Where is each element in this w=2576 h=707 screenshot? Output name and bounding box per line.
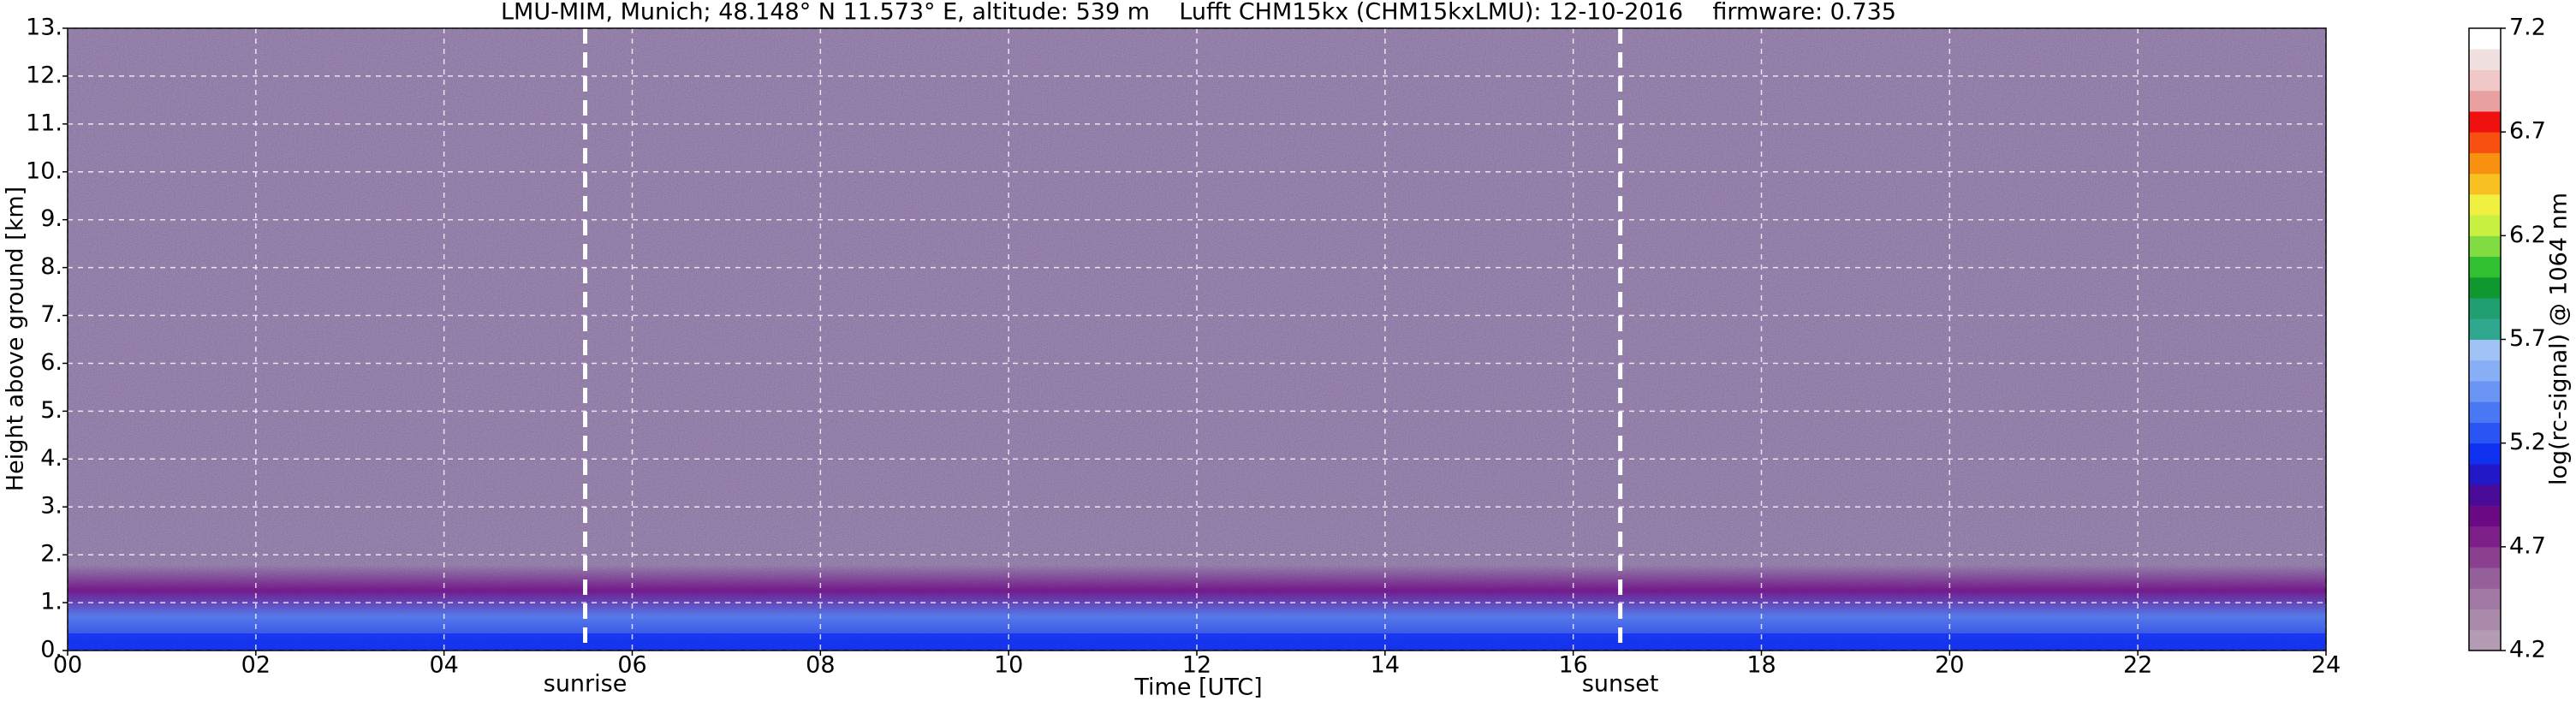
colorbar-segment bbox=[2469, 90, 2501, 112]
colorbar-tick-label: 7.2 bbox=[2509, 15, 2546, 41]
y-axis-label: Height above ground [km] bbox=[3, 187, 29, 491]
chart-title: LMU-MIM, Munich; 48.148° N 11.573° E, al… bbox=[501, 0, 1896, 26]
colorbar-segment bbox=[2469, 463, 2501, 485]
x-tick-label: 10 bbox=[994, 652, 1023, 679]
x-tick-label: 02 bbox=[241, 652, 271, 679]
colorbar-segment bbox=[2469, 132, 2501, 153]
x-tick-label: 22 bbox=[2123, 652, 2152, 679]
y-tick-label: 6. bbox=[40, 349, 62, 376]
annotation-label: sunrise bbox=[544, 671, 628, 698]
y-tick-label: 11. bbox=[26, 110, 62, 136]
colorbar-segment bbox=[2469, 505, 2501, 527]
y-tick-label: 2. bbox=[40, 541, 62, 567]
y-tick-label: 10. bbox=[26, 157, 62, 184]
y-tick-label: 5. bbox=[40, 397, 62, 424]
colorbar-tick-label: 6.2 bbox=[2509, 222, 2546, 248]
y-tick-label: 3. bbox=[40, 493, 62, 520]
colorbar-tick-label: 4.7 bbox=[2509, 532, 2546, 559]
colorbar-tick-label: 5.7 bbox=[2509, 325, 2546, 352]
x-tick-label: 08 bbox=[806, 652, 835, 679]
colorbar-segment bbox=[2469, 484, 2501, 506]
colorbar-segment bbox=[2469, 69, 2501, 92]
y-tick-label: 8. bbox=[40, 253, 62, 280]
x-tick-label: 16 bbox=[1558, 652, 1587, 679]
colorbar-segment bbox=[2469, 110, 2501, 133]
colorbar-segment bbox=[2469, 235, 2501, 258]
colorbar-tick-label: 5.2 bbox=[2509, 429, 2546, 455]
x-tick-label: 04 bbox=[429, 652, 458, 679]
y-tick-label: 0. bbox=[40, 637, 62, 663]
colorbar-segment bbox=[2469, 422, 2501, 444]
colorbar-tick-label: 6.7 bbox=[2509, 118, 2546, 145]
colorbar-segment bbox=[2469, 401, 2501, 423]
y-tick-label: 7. bbox=[40, 301, 62, 328]
colorbar-segment bbox=[2469, 609, 2501, 631]
x-tick-label: 14 bbox=[1371, 652, 1400, 679]
colorbar-segment bbox=[2469, 318, 2501, 340]
colorbar-segment bbox=[2469, 359, 2501, 382]
x-tick-label: 24 bbox=[2311, 652, 2341, 679]
y-tick-label: 13. bbox=[26, 15, 62, 41]
colorbar-segment bbox=[2469, 380, 2501, 402]
annotation-label: sunset bbox=[1582, 671, 1659, 698]
x-tick-label: 20 bbox=[1935, 652, 1964, 679]
x-axis-label: Time [UTC] bbox=[1133, 674, 1262, 701]
colorbar-segment bbox=[2469, 546, 2501, 568]
colorbar-segment bbox=[2469, 173, 2501, 195]
y-tick-label: 12. bbox=[26, 62, 62, 88]
colorbar-segment bbox=[2469, 339, 2501, 361]
colorbar-segment bbox=[2469, 276, 2501, 299]
colorbar-segment bbox=[2469, 588, 2501, 610]
y-tick-label: 9. bbox=[40, 205, 62, 232]
colorbar-segment bbox=[2469, 49, 2501, 70]
colorbar-segment bbox=[2469, 526, 2501, 548]
colorbar-segment bbox=[2469, 256, 2501, 278]
colorbar-segment bbox=[2469, 298, 2501, 319]
colorbar-segment bbox=[2469, 215, 2501, 236]
colorbar-segment bbox=[2469, 567, 2501, 589]
colorbar-segment bbox=[2469, 629, 2501, 651]
x-tick-label: 12 bbox=[1182, 652, 1211, 679]
y-tick-label: 1. bbox=[40, 589, 62, 615]
colorbar-segment bbox=[2469, 28, 2501, 50]
y-tick-label: 4. bbox=[40, 445, 62, 472]
colorbar-segment bbox=[2469, 443, 2501, 465]
plot-frame bbox=[67, 27, 2327, 651]
colorbar-segment bbox=[2469, 152, 2501, 175]
x-tick-label: 00 bbox=[53, 652, 82, 679]
colorbar-label: log(rc-signal) @ 1064 nm bbox=[2546, 193, 2573, 485]
colorbar-tick-label: 4.2 bbox=[2509, 637, 2546, 663]
x-tick-label: 18 bbox=[1746, 652, 1776, 679]
colorbar-segment bbox=[2469, 193, 2501, 216]
x-tick-label: 06 bbox=[617, 652, 646, 679]
